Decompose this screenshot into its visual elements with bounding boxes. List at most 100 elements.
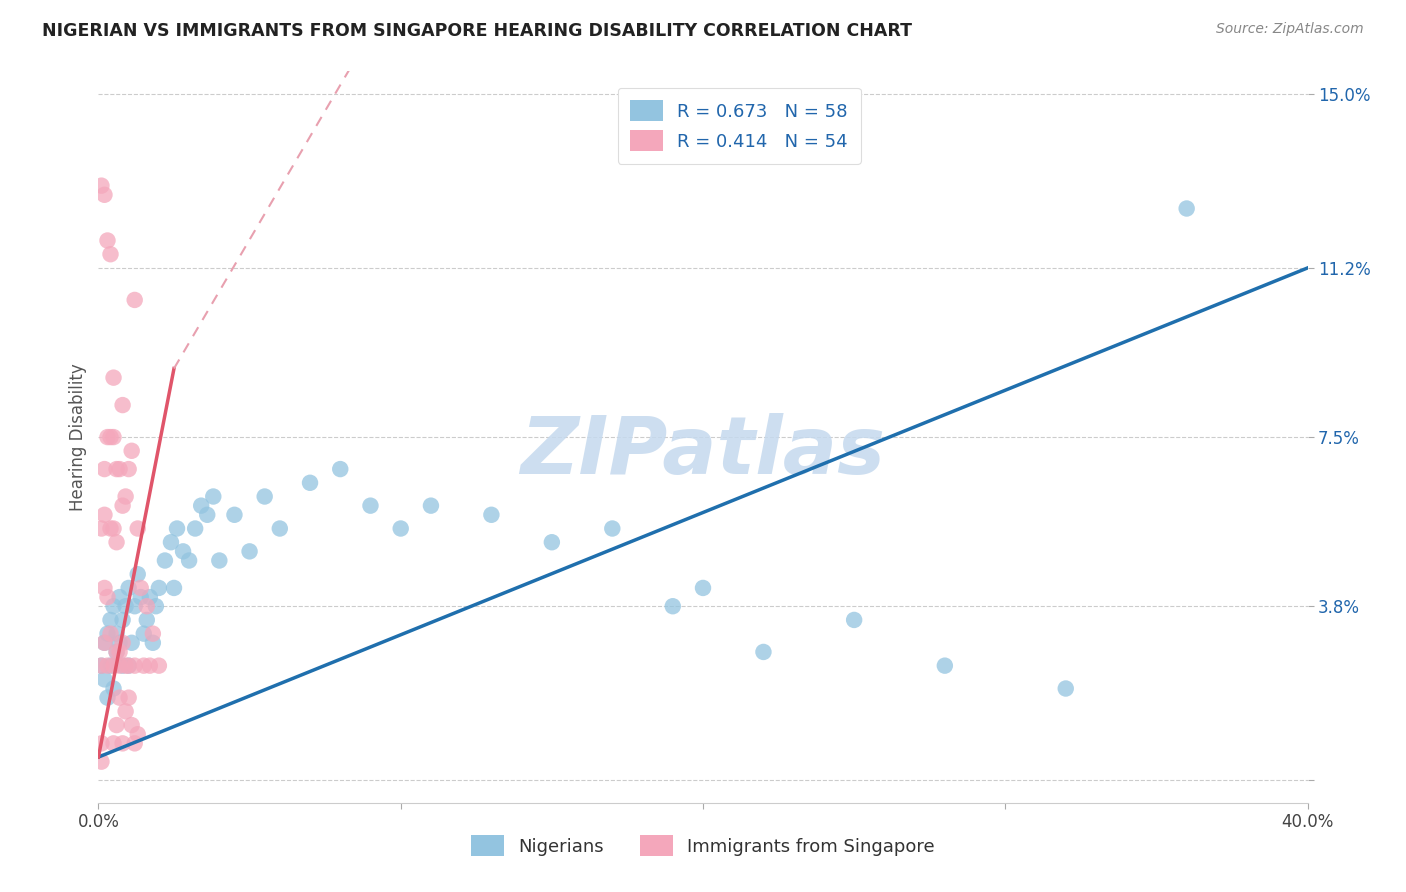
Point xyxy=(389,521,412,535)
Point xyxy=(124,736,146,750)
Point xyxy=(111,636,134,650)
Point xyxy=(90,658,112,673)
Point xyxy=(540,535,562,549)
Point xyxy=(121,718,143,732)
Point xyxy=(132,626,155,640)
Point xyxy=(111,658,134,673)
Point xyxy=(111,499,134,513)
Point xyxy=(100,247,122,261)
Point xyxy=(108,636,131,650)
Point xyxy=(139,590,162,604)
Point xyxy=(602,521,624,535)
Point xyxy=(269,521,291,535)
Point xyxy=(103,681,125,696)
Point xyxy=(329,462,352,476)
Text: NIGERIAN VS IMMIGRANTS FROM SINGAPORE HEARING DISABILITY CORRELATION CHART: NIGERIAN VS IMMIGRANTS FROM SINGAPORE HE… xyxy=(42,22,912,40)
Point xyxy=(108,690,131,705)
Point xyxy=(481,508,503,522)
Legend: Nigerians, Immigrants from Singapore: Nigerians, Immigrants from Singapore xyxy=(461,824,945,867)
Point xyxy=(224,508,246,522)
Point xyxy=(127,567,149,582)
Point xyxy=(96,590,118,604)
Point xyxy=(105,626,128,640)
Point xyxy=(96,658,118,673)
Point xyxy=(129,581,152,595)
Point xyxy=(202,490,225,504)
Point xyxy=(129,590,152,604)
Point xyxy=(105,645,128,659)
Point xyxy=(105,535,128,549)
Point xyxy=(179,553,201,567)
Point xyxy=(124,293,146,307)
Point xyxy=(195,508,218,522)
Point xyxy=(100,521,122,535)
Point xyxy=(692,581,714,595)
Point xyxy=(420,499,443,513)
Point xyxy=(103,658,125,673)
Point xyxy=(108,658,131,673)
Point xyxy=(135,599,157,614)
Point xyxy=(90,178,112,193)
Point xyxy=(105,462,128,476)
Point xyxy=(103,370,125,384)
Point xyxy=(166,521,188,535)
Point xyxy=(844,613,866,627)
Point xyxy=(160,535,183,549)
Point xyxy=(93,636,115,650)
Point xyxy=(100,626,122,640)
Point xyxy=(118,690,141,705)
Point xyxy=(108,462,131,476)
Point xyxy=(93,462,115,476)
Point xyxy=(124,658,146,673)
Point xyxy=(118,462,141,476)
Point xyxy=(121,636,143,650)
Point xyxy=(127,521,149,535)
Point xyxy=(145,599,167,614)
Point xyxy=(103,599,125,614)
Point xyxy=(96,690,118,705)
Point xyxy=(111,613,134,627)
Point xyxy=(142,636,165,650)
Point xyxy=(153,553,176,567)
Point xyxy=(90,521,112,535)
Point xyxy=(100,658,122,673)
Point xyxy=(90,755,112,769)
Point xyxy=(148,581,170,595)
Point xyxy=(103,430,125,444)
Point xyxy=(184,521,207,535)
Point xyxy=(132,658,155,673)
Point xyxy=(105,645,128,659)
Point xyxy=(934,658,956,673)
Point xyxy=(100,613,122,627)
Point xyxy=(93,508,115,522)
Point xyxy=(139,658,162,673)
Point xyxy=(118,658,141,673)
Point xyxy=(118,581,141,595)
Text: Source: ZipAtlas.com: Source: ZipAtlas.com xyxy=(1216,22,1364,37)
Point xyxy=(103,521,125,535)
Point xyxy=(111,398,134,412)
Point xyxy=(114,599,136,614)
Point xyxy=(148,658,170,673)
Point xyxy=(190,499,212,513)
Point xyxy=(105,718,128,732)
Point xyxy=(1054,681,1077,696)
Point xyxy=(114,490,136,504)
Point xyxy=(111,736,134,750)
Point xyxy=(299,475,322,490)
Point xyxy=(93,636,115,650)
Point xyxy=(752,645,775,659)
Point xyxy=(96,430,118,444)
Point xyxy=(124,599,146,614)
Point xyxy=(100,430,122,444)
Point xyxy=(142,626,165,640)
Point xyxy=(118,658,141,673)
Point xyxy=(121,443,143,458)
Point xyxy=(103,736,125,750)
Point xyxy=(96,234,118,248)
Point xyxy=(90,736,112,750)
Point xyxy=(96,626,118,640)
Point xyxy=(360,499,382,513)
Point xyxy=(114,705,136,719)
Point xyxy=(114,658,136,673)
